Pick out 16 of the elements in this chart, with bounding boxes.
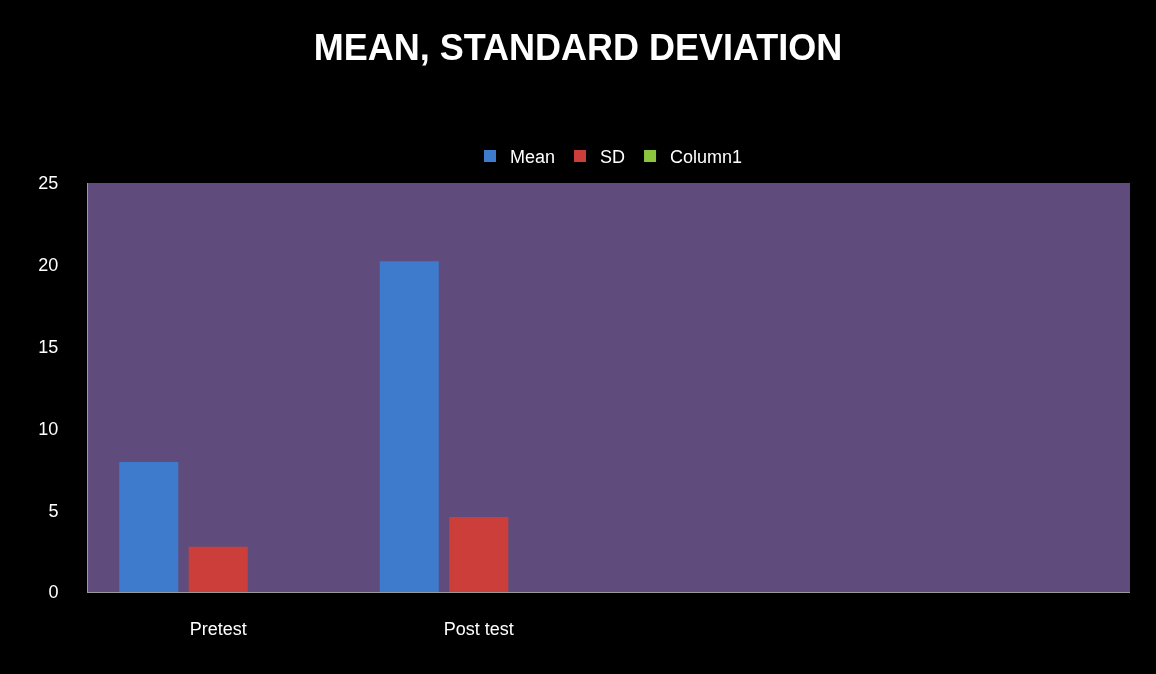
bar — [188, 546, 248, 592]
bar — [379, 261, 439, 592]
bar — [119, 462, 179, 592]
y-tick-label: 25 — [38, 173, 59, 194]
legend-label: SD — [600, 147, 626, 168]
legend-label: Mean — [510, 147, 556, 168]
y-tick-label: 5 — [48, 500, 59, 521]
x-tick-label: Pretest — [189, 618, 247, 639]
legend-label: Column1 — [670, 147, 743, 168]
bar — [449, 516, 509, 592]
y-tick-label: 0 — [48, 582, 59, 603]
y-tick-label: 15 — [38, 336, 59, 357]
y-tick-label: 20 — [38, 255, 59, 276]
y-tick-label: 10 — [38, 418, 59, 439]
x-tick-label: Post test — [443, 618, 514, 639]
chart-title: MEAN, STANDARD DEVIATION — [313, 26, 843, 68]
